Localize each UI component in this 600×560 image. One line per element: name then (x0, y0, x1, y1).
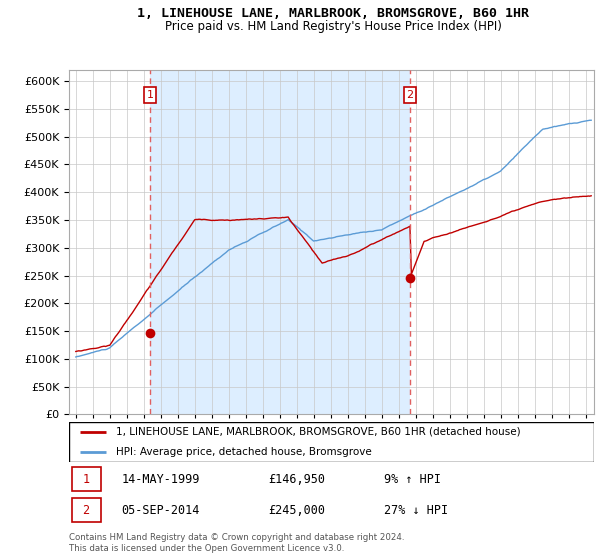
Text: Price paid vs. HM Land Registry's House Price Index (HPI): Price paid vs. HM Land Registry's House … (164, 20, 502, 32)
Text: 05-SEP-2014: 05-SEP-2014 (121, 504, 200, 517)
Text: 1, LINEHOUSE LANE, MARLBROOK, BROMSGROVE, B60 1HR (detached house): 1, LINEHOUSE LANE, MARLBROOK, BROMSGROVE… (116, 427, 521, 437)
FancyBboxPatch shape (71, 498, 101, 522)
Text: 1: 1 (83, 473, 89, 486)
Text: 2: 2 (83, 504, 89, 517)
Text: 9% ↑ HPI: 9% ↑ HPI (384, 473, 441, 486)
Text: 2: 2 (406, 90, 413, 100)
FancyBboxPatch shape (71, 467, 101, 491)
Text: 1: 1 (146, 90, 154, 100)
Text: 1, LINEHOUSE LANE, MARLBROOK, BROMSGROVE, B60 1HR: 1, LINEHOUSE LANE, MARLBROOK, BROMSGROVE… (137, 7, 529, 20)
Text: £245,000: £245,000 (269, 504, 325, 517)
Text: £146,950: £146,950 (269, 473, 325, 486)
FancyBboxPatch shape (69, 422, 594, 462)
Text: HPI: Average price, detached house, Bromsgrove: HPI: Average price, detached house, Brom… (116, 447, 372, 457)
Text: 27% ↓ HPI: 27% ↓ HPI (384, 504, 448, 517)
Text: Contains HM Land Registry data © Crown copyright and database right 2024.
This d: Contains HM Land Registry data © Crown c… (69, 533, 404, 553)
Bar (150, 70, 410, 414)
Text: 14-MAY-1999: 14-MAY-1999 (121, 473, 200, 486)
